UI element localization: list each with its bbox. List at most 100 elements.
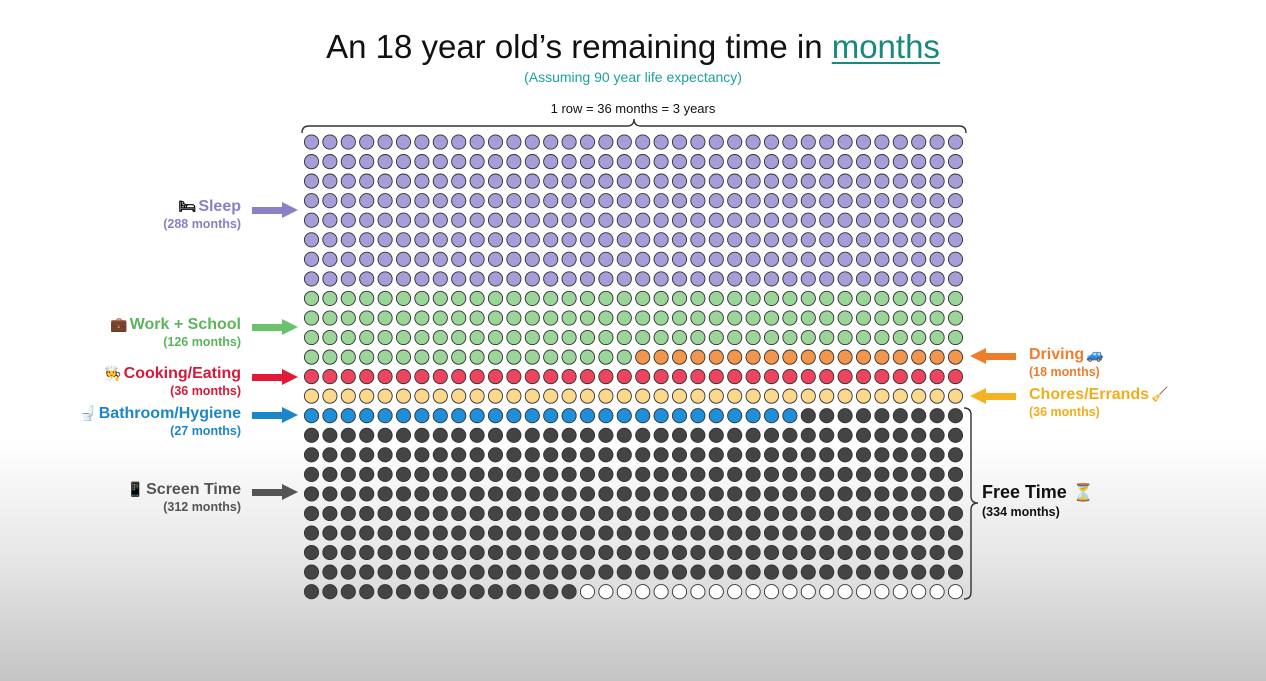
month-dot-work bbox=[377, 349, 393, 365]
month-dot-work bbox=[432, 329, 448, 346]
month-dot-cooking bbox=[855, 369, 872, 385]
bed-icon: 🛏 bbox=[178, 198, 197, 214]
month-dot-chores bbox=[745, 388, 761, 404]
month-dot-chores bbox=[616, 388, 632, 404]
month-dot-screen bbox=[395, 584, 412, 600]
month-dot-screen bbox=[800, 544, 816, 561]
month-dot-sleep bbox=[727, 173, 743, 189]
month-dot-screen bbox=[451, 505, 467, 522]
label-free: Free Time ⏳ (334 months) bbox=[982, 482, 1096, 519]
month-dot-sleep bbox=[451, 193, 467, 209]
month-dot-screen bbox=[745, 466, 761, 482]
month-dot-driving bbox=[947, 349, 964, 365]
month-dot-screen bbox=[432, 584, 448, 600]
month-dot-sleep bbox=[543, 193, 559, 209]
month-dot-chores bbox=[598, 388, 614, 404]
month-dot-screen bbox=[451, 427, 467, 443]
month-dot-sleep bbox=[745, 193, 761, 209]
month-dot-sleep bbox=[579, 271, 596, 287]
month-dot-screen bbox=[947, 466, 964, 482]
month-dot-sleep bbox=[359, 232, 375, 248]
month-dot-sleep bbox=[635, 251, 651, 267]
month-dot-screen bbox=[561, 486, 577, 502]
month-dot-sleep bbox=[487, 232, 504, 248]
month-dot-screen bbox=[469, 466, 485, 482]
month-dot-chores bbox=[359, 388, 375, 404]
month-dot-sleep bbox=[874, 173, 890, 189]
month-dot-screen bbox=[322, 584, 338, 600]
month-dot-work bbox=[524, 329, 540, 346]
month-dot-sleep bbox=[506, 212, 522, 228]
month-dot-screen bbox=[745, 486, 761, 502]
month-dot-sleep bbox=[506, 193, 522, 209]
month-dot-bathroom bbox=[414, 408, 430, 424]
month-dot-work bbox=[377, 310, 393, 326]
month-dot-empty bbox=[690, 584, 706, 600]
row-brace bbox=[301, 118, 967, 134]
month-dot-sleep bbox=[874, 154, 890, 170]
month-dot-sleep bbox=[561, 154, 577, 170]
month-dot-sleep bbox=[855, 193, 872, 209]
month-dot-chores bbox=[653, 388, 669, 404]
month-dot-cooking bbox=[543, 369, 559, 385]
month-dot-work bbox=[727, 310, 743, 326]
label-free-name-row: Free Time ⏳ bbox=[982, 482, 1096, 503]
month-dot-screen bbox=[524, 427, 540, 443]
month-dot-screen bbox=[506, 486, 522, 502]
month-dot-sleep bbox=[432, 193, 448, 209]
month-dot-screen bbox=[782, 427, 798, 443]
month-dot-sleep bbox=[782, 251, 798, 267]
month-dot-sleep bbox=[708, 193, 724, 209]
month-dot-screen bbox=[911, 525, 927, 541]
page-title: An 18 year old’s remaining time in month… bbox=[0, 28, 1266, 66]
month-dot-screen bbox=[800, 486, 816, 502]
month-dot-work bbox=[690, 329, 706, 346]
month-dot-sleep bbox=[340, 251, 356, 267]
month-dot-sleep bbox=[892, 154, 908, 170]
month-dot-work bbox=[947, 290, 964, 306]
month-dot-screen bbox=[819, 427, 835, 443]
month-dot-screen bbox=[579, 447, 596, 463]
month-dot-screen bbox=[340, 544, 356, 561]
month-dot-work bbox=[837, 329, 853, 346]
month-dot-sleep bbox=[414, 193, 430, 209]
month-dot-sleep bbox=[303, 232, 320, 248]
month-dot-sleep bbox=[745, 271, 761, 287]
month-dot-screen bbox=[800, 466, 816, 482]
month-dot-work bbox=[800, 290, 816, 306]
month-dot-sleep bbox=[855, 251, 872, 267]
month-dot-screen bbox=[855, 564, 872, 580]
month-dot-screen bbox=[616, 505, 632, 522]
month-dot-screen bbox=[929, 466, 945, 482]
month-dot-screen bbox=[377, 525, 393, 541]
month-dot-chores bbox=[929, 388, 945, 404]
month-dot-sleep bbox=[763, 271, 780, 287]
month-dot-screen bbox=[874, 447, 890, 463]
month-dot-screen bbox=[340, 584, 356, 600]
month-dot-screen bbox=[487, 505, 504, 522]
month-dot-sleep bbox=[487, 134, 504, 150]
month-dot-screen bbox=[819, 447, 835, 463]
month-dot-screen bbox=[506, 505, 522, 522]
month-dot-bathroom bbox=[432, 408, 448, 424]
month-dot-sleep bbox=[855, 212, 872, 228]
month-dot-sleep bbox=[708, 232, 724, 248]
label-screen-sub: (312 months) bbox=[163, 500, 241, 514]
month-dot-empty bbox=[947, 584, 964, 600]
month-dot-sleep bbox=[911, 212, 927, 228]
month-dot-screen bbox=[911, 427, 927, 443]
month-dot-screen bbox=[303, 564, 320, 580]
month-dot-work bbox=[506, 290, 522, 306]
month-dot-cooking bbox=[671, 369, 688, 385]
month-dot-chores bbox=[635, 388, 651, 404]
month-dot-chores bbox=[543, 388, 559, 404]
month-dot-sleep bbox=[303, 212, 320, 228]
month-dot-screen bbox=[671, 544, 688, 561]
month-dot-bathroom bbox=[745, 408, 761, 424]
month-dot-sleep bbox=[414, 154, 430, 170]
month-dot-screen bbox=[487, 486, 504, 502]
month-dot-work bbox=[340, 310, 356, 326]
month-dot-screen bbox=[947, 544, 964, 561]
month-dot-sleep bbox=[340, 232, 356, 248]
label-bathroom-name: Bathroom/Hygiene bbox=[98, 405, 241, 422]
